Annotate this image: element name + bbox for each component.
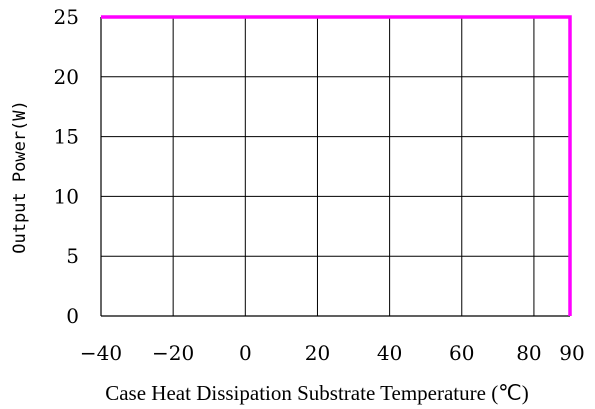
x-tick-label: 80: [516, 341, 541, 365]
grid: [101, 17, 570, 316]
y-tick-label: 5: [66, 244, 79, 268]
x-tick-label: −20: [152, 341, 194, 365]
x-tick-label: 20: [305, 341, 330, 365]
y-tick-label: 20: [54, 65, 79, 89]
x-axis-label: Case Heat Dissipation Substrate Temperat…: [105, 381, 529, 405]
axes: [100, 17, 570, 317]
y-tick-label: 25: [54, 5, 79, 29]
series-line: [101, 15, 572, 316]
series-layer: [101, 15, 572, 316]
y-tick-labels: 0 5 10 15 20 25: [54, 5, 79, 328]
x-tick-label: −40: [80, 341, 122, 365]
y-tick-label: 0: [66, 304, 79, 328]
y-axis-label: Output Power(W): [10, 100, 30, 254]
x-tick-label: 60: [449, 341, 474, 365]
y-tick-label: 10: [54, 184, 79, 208]
x-tick-labels: −40 −20 0 20 40 60 80 90: [80, 341, 585, 365]
x-tick-label: 90: [559, 341, 584, 365]
x-tick-label: 0: [239, 341, 252, 365]
y-tick-label: 15: [54, 125, 79, 149]
x-tick-label: 40: [377, 341, 402, 365]
